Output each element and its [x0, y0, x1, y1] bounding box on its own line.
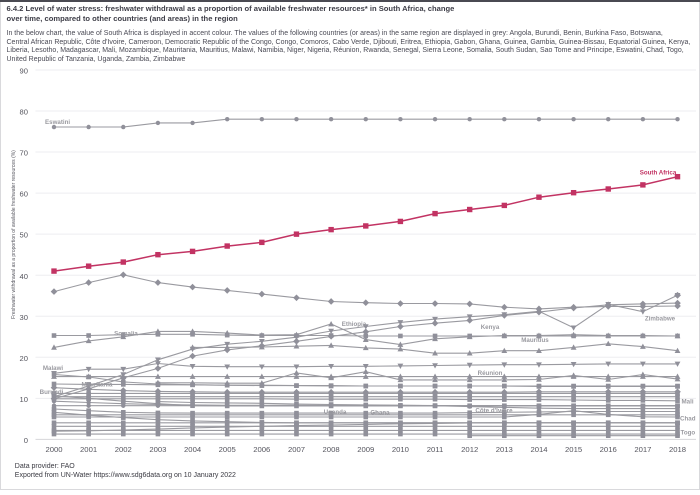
svg-text:10: 10 [20, 395, 28, 404]
svg-text:Mauritania: Mauritania [82, 382, 114, 389]
svg-text:2005: 2005 [219, 445, 236, 454]
svg-text:Freshwater withdrawal as a pro: Freshwater withdrawal as a proportion of… [11, 150, 17, 319]
svg-text:40: 40 [20, 272, 28, 281]
svg-text:2013: 2013 [496, 445, 513, 454]
svg-text:2011: 2011 [427, 445, 444, 454]
svg-text:2000: 2000 [45, 445, 62, 454]
svg-text:2008: 2008 [323, 445, 340, 454]
svg-text:Zimbabwe: Zimbabwe [645, 316, 676, 323]
svg-text:Kenya: Kenya [481, 324, 500, 331]
svg-text:2002: 2002 [115, 445, 132, 454]
svg-text:Réunion: Réunion [478, 370, 503, 377]
svg-text:20: 20 [20, 354, 28, 363]
svg-text:80: 80 [20, 108, 28, 117]
svg-text:2006: 2006 [253, 445, 270, 454]
svg-text:Burundi: Burundi [40, 389, 64, 396]
svg-text:Uganda: Uganda [324, 409, 347, 416]
svg-text:Mali: Mali [682, 399, 694, 406]
svg-text:Somalia: Somalia [114, 331, 138, 338]
svg-text:90: 90 [20, 67, 28, 76]
svg-text:30: 30 [20, 313, 28, 322]
svg-text:2012: 2012 [461, 445, 478, 454]
svg-text:70: 70 [20, 149, 28, 158]
svg-text:Eswatini: Eswatini [45, 119, 70, 126]
svg-text:South Africa: South Africa [640, 169, 677, 176]
svg-text:Côte d'Ivoire: Côte d'Ivoire [475, 408, 513, 415]
svg-text:2015: 2015 [565, 445, 582, 454]
svg-text:50: 50 [20, 231, 28, 240]
svg-text:2016: 2016 [600, 445, 617, 454]
svg-text:2003: 2003 [149, 445, 166, 454]
svg-text:2018: 2018 [669, 445, 686, 454]
svg-text:2007: 2007 [288, 445, 305, 454]
svg-text:Malawi: Malawi [43, 365, 64, 372]
svg-text:0: 0 [24, 436, 28, 445]
svg-text:Mauritius: Mauritius [521, 337, 549, 344]
svg-text:Togo: Togo [681, 430, 696, 437]
svg-text:2010: 2010 [392, 445, 409, 454]
svg-text:2009: 2009 [357, 445, 374, 454]
svg-text:Chad: Chad [680, 416, 696, 423]
svg-text:2001: 2001 [80, 445, 97, 454]
svg-text:2004: 2004 [184, 445, 202, 454]
svg-text:60: 60 [20, 190, 28, 199]
svg-text:2017: 2017 [634, 445, 651, 454]
svg-text:Ethiopia: Ethiopia [342, 321, 367, 328]
svg-text:2014: 2014 [530, 445, 548, 454]
svg-text:Ghana: Ghana [370, 410, 390, 417]
